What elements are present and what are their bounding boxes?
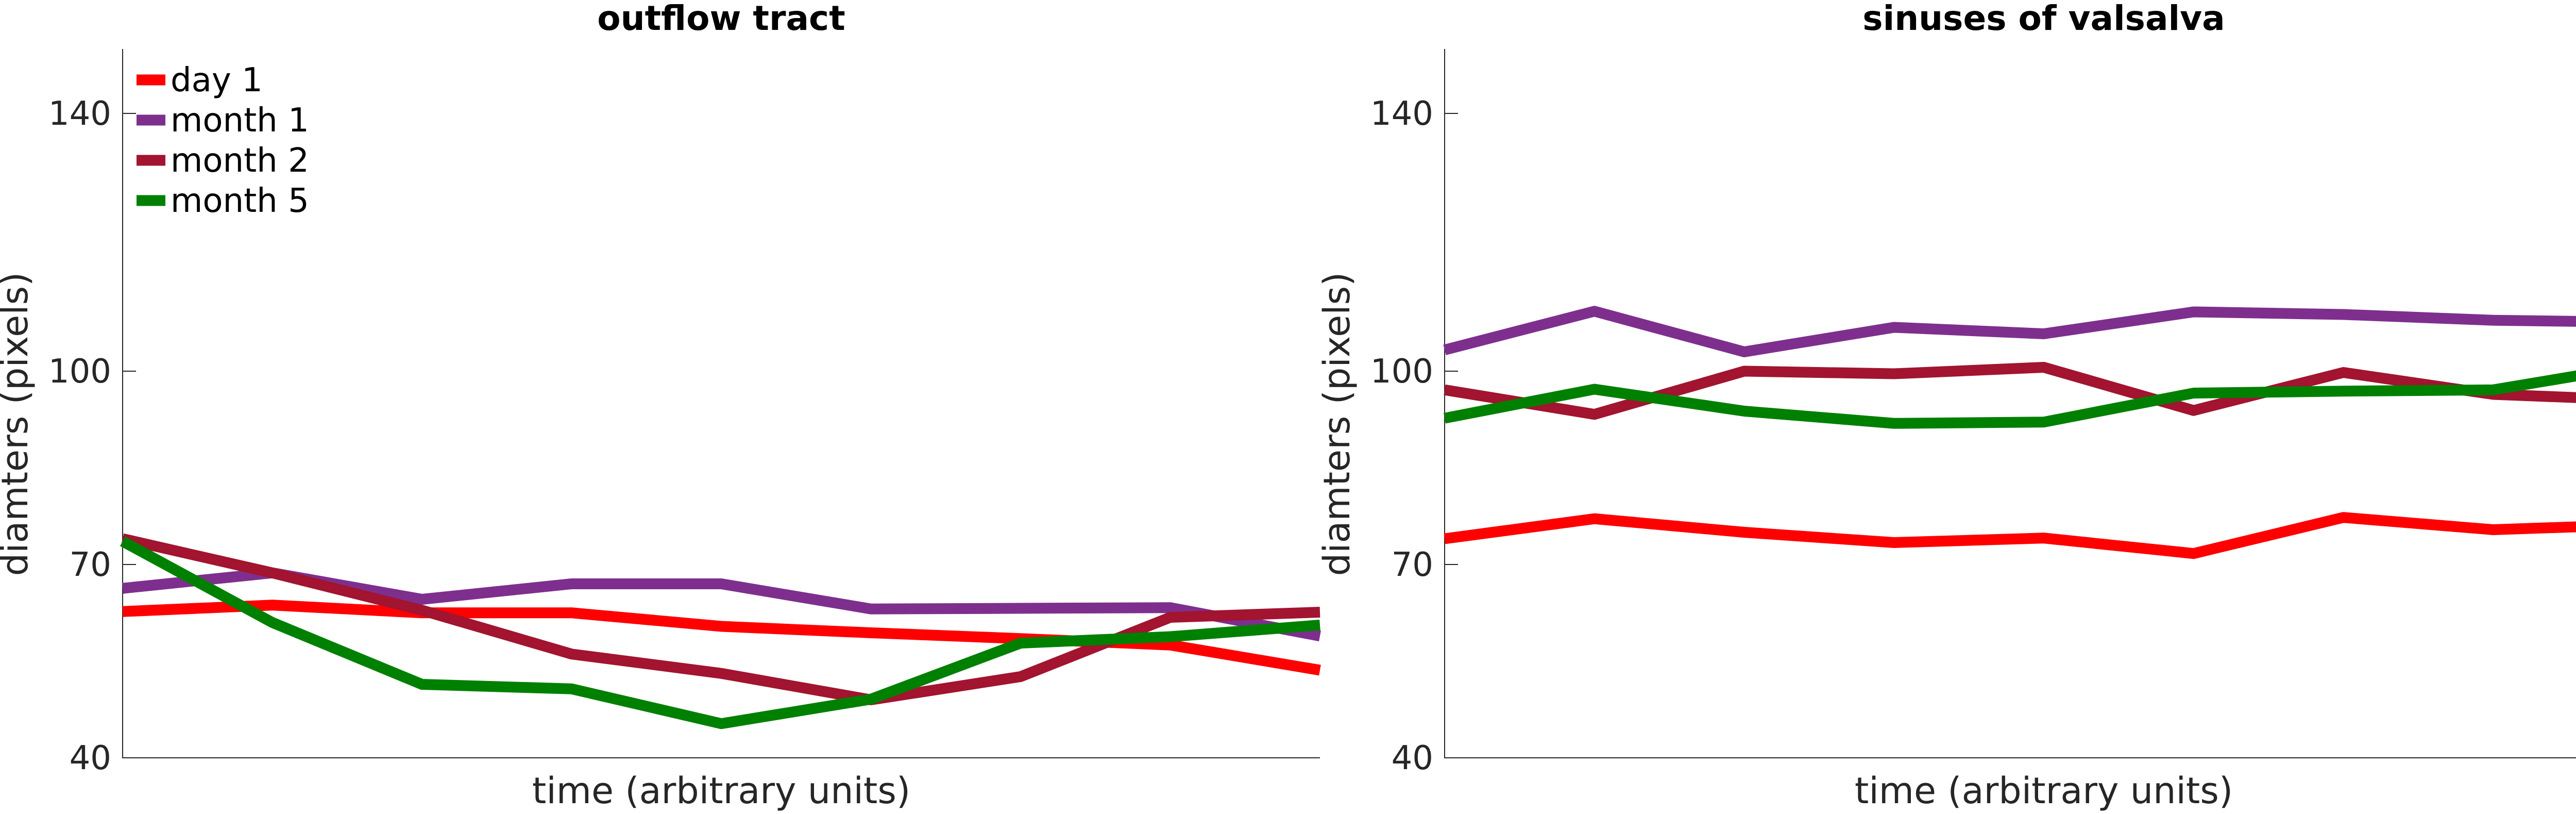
panel-sinuses-of-valsalva: 40 70 100 140 sinuses of valsalva time (arbit… [1316,0,2576,812]
chart-title: sinuses of valsalva [1862,0,2225,38]
x-axis-label: time (arbitrary units) [1855,770,2233,812]
legend-label-month-5: month 5 [171,182,309,220]
y-tick-label: 40 [1392,739,1433,777]
x-axis-label: time (arbitrary units) [532,770,910,812]
series-line-month-5 [1444,370,2576,429]
y-tick-label: 40 [70,739,111,777]
y-tick-label: 70 [70,546,111,584]
y-tick-label: 100 [1370,353,1433,391]
panel-outflow-tract: 40 70 100 140 outflow tract time (arbitrary u… [0,0,1321,812]
y-axis-label: diamters (pixels) [1316,272,1358,576]
series-line-month-5 [120,536,1320,729]
y-axis-label: diamters (pixels) [0,272,36,576]
y-tick-label: 100 [48,353,111,391]
series-line-day-1 [1444,512,2576,559]
legend-label-day-1: day 1 [171,61,263,99]
series-line-month-2 [121,533,1320,705]
legend-label-month-1: month 1 [171,102,309,140]
y-tick-label: 140 [48,95,111,133]
legend-label-month-2: month 2 [171,142,309,180]
series-line-month-1 [1443,306,2576,357]
y-tick-label: 140 [1370,95,1433,133]
y-tick-label: 70 [1392,546,1433,584]
chart-title: outflow tract [597,0,845,38]
